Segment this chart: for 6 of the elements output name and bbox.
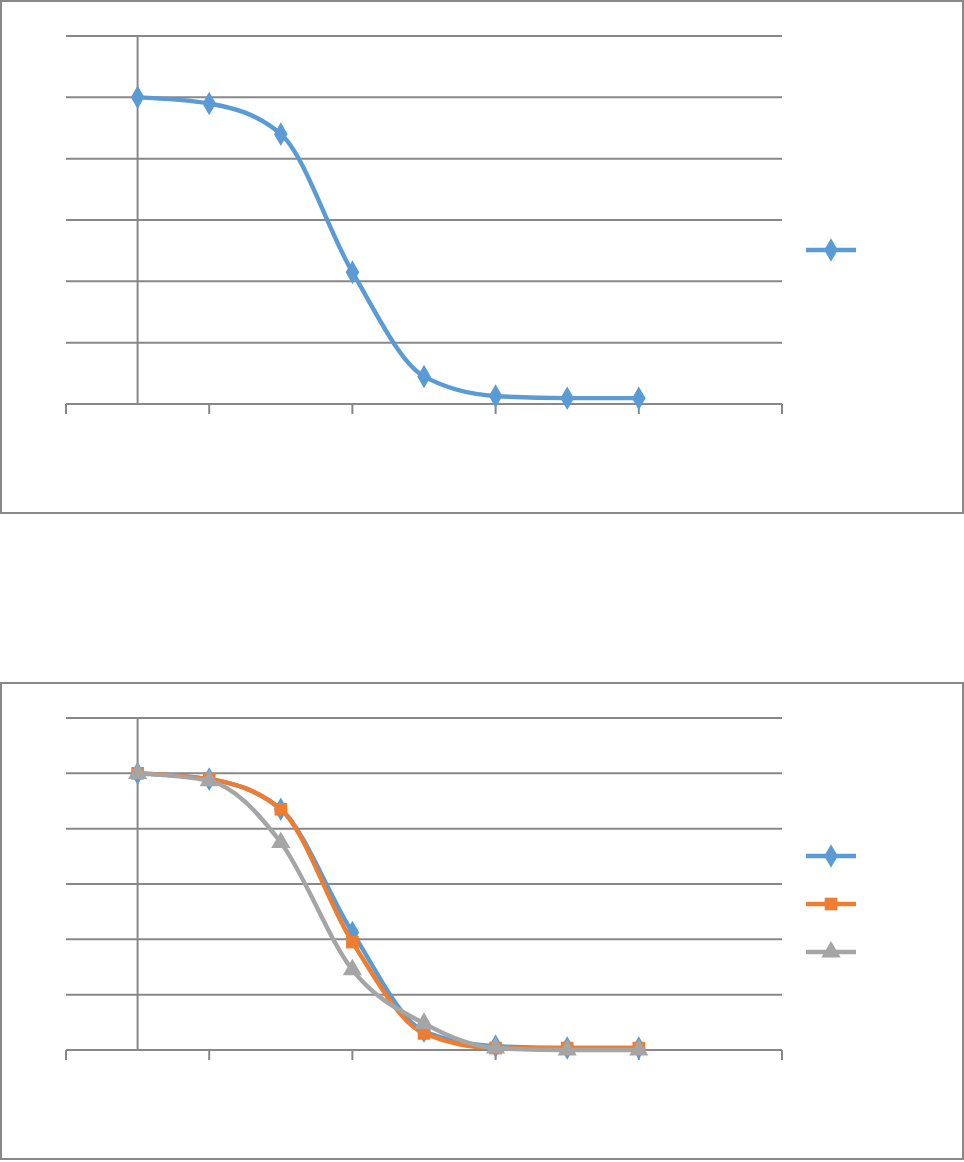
point <box>274 802 288 816</box>
point <box>271 831 291 849</box>
point <box>342 958 363 976</box>
point <box>414 1012 434 1029</box>
point <box>127 762 148 779</box>
point <box>346 935 359 949</box>
